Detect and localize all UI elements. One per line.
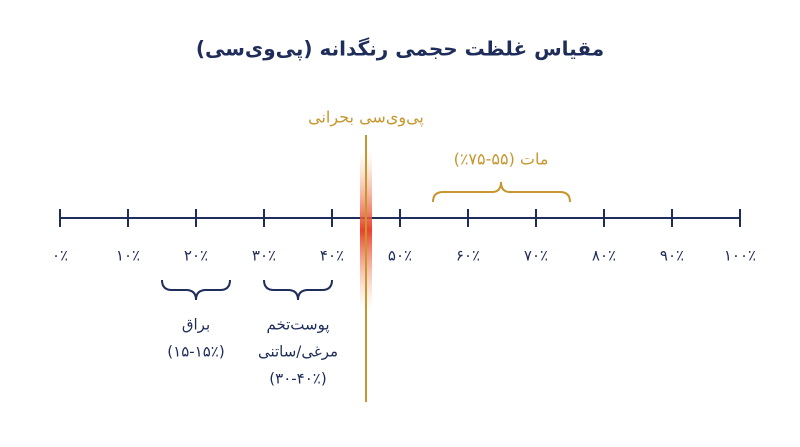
critical-label: پی‌وی‌سی بحرانی [308, 108, 424, 128]
tick-label: ۴۰٪ [320, 247, 344, 265]
tick-label: ۸۰٪ [592, 247, 616, 265]
tick-label: ۷۰٪ [524, 247, 548, 265]
gloss-label: براق [182, 316, 210, 334]
satin-brace [263, 279, 333, 301]
matte-brace [432, 181, 571, 203]
matte-label: مات (۵۵-۷۵٪) [454, 150, 549, 169]
satin-range: (۳۰-۴۰٪) [269, 370, 326, 388]
satin-label: مرغی/ساتنی [258, 343, 338, 361]
tick-label: ۱۰۰٪ [724, 247, 756, 265]
tick-label: ۲۰٪ [184, 247, 208, 265]
ticks: ۰٪ ۱۰٪ ۲۰٪ ۳۰٪ ۴۰٪ ۵۰٪ ۶۰٪ ۷۰٪ ۸۰٪ ۹۰٪ ۱۰۰٪ [52, 209, 756, 265]
tick-label: ۹۰٪ [660, 247, 684, 265]
tick-label: ۱۰٪ [116, 247, 140, 265]
tick-label: ۰٪ [52, 247, 68, 265]
gloss-brace [161, 279, 231, 301]
title: مقیاس غلظت حجمی رنگدانه (پی‌وی‌سی) [196, 37, 604, 62]
tick-label: ۵۰٪ [388, 247, 412, 265]
gloss-range: (۱۵-۱۵٪) [167, 343, 224, 361]
tick-label: ۳۰٪ [252, 247, 276, 265]
tick-label: ۶۰٪ [456, 247, 480, 265]
satin-label: پوست‌تخم [266, 316, 329, 335]
